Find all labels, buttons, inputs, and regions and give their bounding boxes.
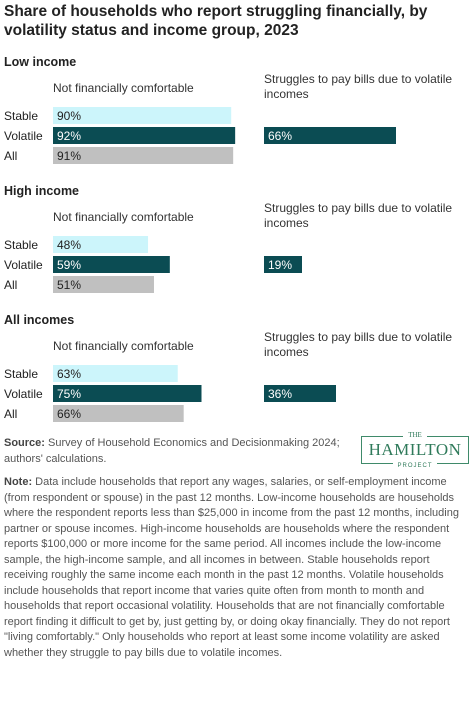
bar-not-comfortable bbox=[53, 236, 149, 253]
category-label: Stable bbox=[4, 238, 38, 252]
note-text: Data include households that report any … bbox=[4, 476, 459, 659]
category-label: All bbox=[4, 278, 17, 292]
bar-not-comfortable bbox=[53, 365, 178, 382]
panel-title-right: Struggles to pay bills due to volatile in… bbox=[264, 72, 452, 101]
panel-title-left: Not financially comfortable bbox=[53, 339, 194, 353]
source-text: Survey of Household Economics and Decisi… bbox=[4, 437, 340, 465]
data-label: 75% bbox=[57, 387, 81, 401]
data-label: 90% bbox=[57, 109, 81, 123]
bar-chart: Low income Not financially comfortable Str… bbox=[4, 55, 452, 422]
bar-not-comfortable bbox=[53, 276, 154, 293]
data-label: 66% bbox=[57, 407, 81, 421]
group-title: High income bbox=[4, 184, 79, 198]
category-label: All bbox=[4, 407, 17, 421]
category-label: Volatile bbox=[4, 129, 43, 143]
group-title: All incomes bbox=[4, 313, 74, 327]
bar-not-comfortable bbox=[53, 256, 170, 273]
footnote: Note: Data include households that repor… bbox=[4, 475, 470, 661]
bar-struggles-bills bbox=[264, 385, 336, 402]
bar-struggles-bills bbox=[264, 127, 396, 144]
data-label: 59% bbox=[57, 258, 81, 272]
panel-title-right: Struggles to pay bills due to volatile in… bbox=[264, 201, 452, 230]
data-label: 48% bbox=[57, 238, 81, 252]
category-label: Volatile bbox=[4, 258, 43, 272]
logo-the: THE bbox=[403, 431, 427, 439]
data-label: 19% bbox=[268, 258, 292, 272]
bar-not-comfortable bbox=[53, 127, 236, 144]
data-label: 36% bbox=[268, 387, 292, 401]
note-label: Note: bbox=[4, 476, 33, 488]
logo-sub: PROJECT bbox=[393, 463, 437, 469]
category-label: Stable bbox=[4, 109, 38, 123]
bar-not-comfortable bbox=[53, 147, 234, 164]
group-title: Low income bbox=[4, 55, 76, 69]
category-label: All bbox=[4, 149, 17, 163]
hamilton-project-logo: THE HAMILTON PROJECT bbox=[361, 431, 469, 469]
source-label: Source: bbox=[4, 437, 45, 449]
logo-main: HAMILTON bbox=[368, 440, 462, 459]
category-label: Stable bbox=[4, 367, 38, 381]
panel-title-right: Struggles to pay bills due to volatile in… bbox=[264, 330, 452, 359]
bar-struggles-bills bbox=[264, 256, 302, 273]
data-label: 51% bbox=[57, 278, 81, 292]
bar-not-comfortable bbox=[53, 405, 184, 422]
data-label: 92% bbox=[57, 129, 81, 143]
bar-not-comfortable bbox=[53, 385, 202, 402]
bar-not-comfortable bbox=[53, 107, 232, 124]
panel-title-left: Not financially comfortable bbox=[53, 210, 194, 224]
data-label: 63% bbox=[57, 367, 81, 381]
footer: Source: Survey of Household Economics an… bbox=[4, 436, 470, 661]
data-label: 91% bbox=[57, 149, 81, 163]
source-note: Source: Survey of Household Economics an… bbox=[4, 436, 344, 467]
chart-title: Share of households who report strugglin… bbox=[4, 3, 428, 39]
category-label: Volatile bbox=[4, 387, 43, 401]
data-label: 66% bbox=[268, 129, 292, 143]
panel-title-left: Not financially comfortable bbox=[53, 81, 194, 95]
